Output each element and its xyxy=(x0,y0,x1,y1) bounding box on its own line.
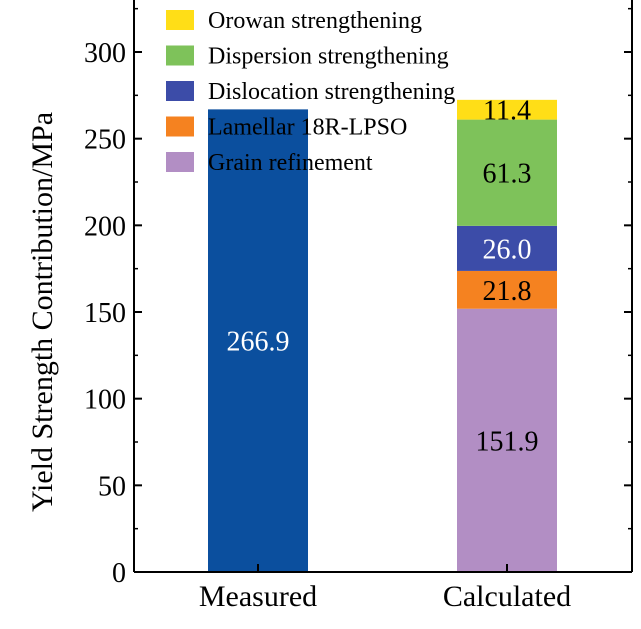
legend-swatch-grain-refinement xyxy=(166,152,194,172)
bar-segment-grain-refinement xyxy=(457,308,557,572)
legend: Orowan strengthening Dispersion strengthe… xyxy=(166,8,455,176)
y-tick-label: 100 xyxy=(84,385,126,416)
axes-group: 0 50 100 150 200 250 300 Measured Calculated xyxy=(84,0,633,613)
y-tick-label: 300 xyxy=(84,38,126,69)
legend-label-grain-refinement: Grain refinement xyxy=(208,150,373,176)
bars-group: 266.9 151.9 21.8 26.0 61.3 11.4 xyxy=(208,96,557,572)
legend-swatch-dispersion-strengthening xyxy=(166,45,194,66)
bar-segment-dislocation-strengthening xyxy=(457,225,557,271)
y-tick-label: 150 xyxy=(84,298,126,329)
data-label-dislocation-strengthening: 26.0 xyxy=(483,234,532,265)
legend-label-orowan-strengthening: Orowan strengthening xyxy=(208,8,422,34)
y-tick-label: 250 xyxy=(84,125,126,156)
data-label-grain-refinement: 151.9 xyxy=(476,426,539,457)
bar-segment-orowan-strengthening xyxy=(457,99,557,120)
legend-swatch-lamellar-18r-lpso xyxy=(166,116,194,137)
data-label-orowan-strengthening: 11.4 xyxy=(483,96,531,127)
legend-label-dispersion-strengthening: Dispersion strengthening xyxy=(208,44,449,70)
bar-segment-lamellar-18r-lpso xyxy=(457,270,557,309)
data-label-lamellar-18r-lpso: 21.8 xyxy=(483,276,532,307)
bar-measured xyxy=(208,109,308,572)
legend-label-dislocation-strengthening: Dislocation strengthening xyxy=(208,79,455,105)
bar-segment-dispersion-strengthening xyxy=(457,119,557,226)
x-tick-label-measured: Measured xyxy=(199,580,317,613)
data-label-dispersion-strengthening: 61.3 xyxy=(483,159,532,190)
y-tick-label: 0 xyxy=(112,558,126,589)
legend-swatch-orowan-strengthening xyxy=(166,10,194,30)
x-tick-label-calculated: Calculated xyxy=(443,580,571,613)
legend-label-lamellar-18r-lpso: Lamellar 18R-LPSO xyxy=(208,115,407,141)
y-axis-title: Yield Strength Contribution/MPa xyxy=(26,112,59,512)
y-tick-label: 200 xyxy=(84,211,126,242)
legend-swatch-dislocation-strengthening xyxy=(166,81,194,101)
data-label-measured: 266.9 xyxy=(227,327,290,358)
y-tick-label: 50 xyxy=(98,471,126,502)
